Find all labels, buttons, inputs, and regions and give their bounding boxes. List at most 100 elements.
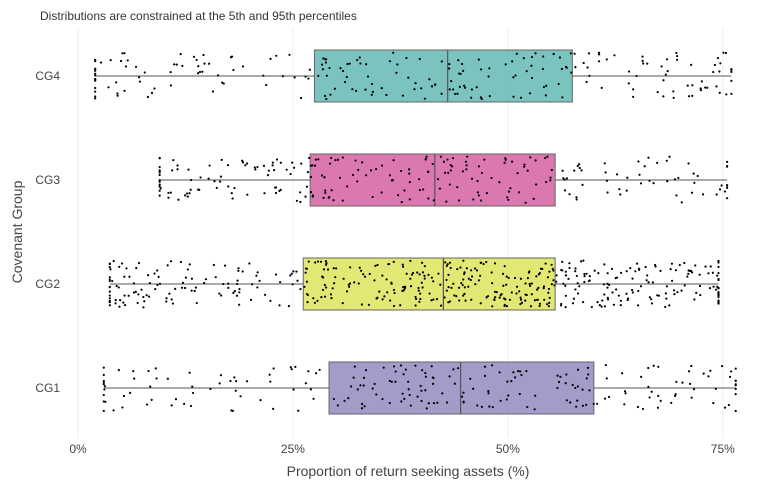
data-point [477,165,481,168]
data-point [476,191,479,194]
data-point [294,365,297,368]
data-point [515,292,518,295]
data-point [572,297,576,300]
data-point [646,62,649,65]
data-point [136,301,139,305]
data-point [231,197,234,200]
data-point [269,57,272,60]
data-point [165,297,168,300]
data-point [272,367,275,370]
data-point [222,282,225,286]
data-point [575,405,578,408]
data-point [116,92,119,95]
data-point [524,299,527,302]
data-point [296,279,299,282]
data-point [246,380,249,383]
data-point [520,373,523,377]
data-point [158,282,162,285]
data-point [574,288,577,291]
data-point [720,184,723,187]
data-point [343,80,347,84]
data-point [307,370,310,373]
data-point [730,79,733,82]
data-point [567,277,570,280]
data-point [573,52,576,55]
data-point [503,161,506,164]
data-point [534,159,537,162]
data-point [403,285,406,288]
data-point [198,70,202,74]
data-point [392,365,396,368]
data-point [176,168,179,171]
data-point [219,374,223,377]
data-point [485,260,488,264]
data-point [445,401,449,404]
data-point [467,277,470,280]
data-point [659,399,662,402]
data-point [517,191,521,194]
data-point [314,158,317,161]
data-point [491,281,494,285]
data-point [723,406,727,409]
data-point [477,58,480,61]
data-point [102,409,105,412]
data-point [425,155,428,158]
data-point [603,397,607,400]
data-point [204,278,208,281]
data-point [314,261,317,264]
data-point [332,267,335,270]
data-point [565,399,568,402]
data-point [443,296,446,299]
data-point [691,84,694,87]
data-point [672,96,675,99]
data-point [623,403,626,406]
data-point [312,297,315,300]
data-point [681,381,684,384]
data-point [181,64,184,67]
data-point [526,405,529,409]
data-point [734,379,737,382]
data-point [482,262,485,266]
data-point [546,276,550,279]
data-point [241,270,244,273]
data-point [717,261,720,264]
data-point [418,178,421,181]
data-point [675,51,678,55]
data-point [179,52,182,56]
data-point [651,281,654,284]
data-point [562,177,565,180]
data-point [726,160,729,163]
data-point [533,299,536,302]
data-point [726,165,729,168]
data-point [487,75,490,78]
data-point [625,292,628,295]
data-point [639,285,643,288]
data-point [574,267,577,270]
data-point [488,95,491,98]
data-point [525,293,528,297]
data-point [530,282,534,285]
data-point [324,58,327,61]
data-point [568,193,571,196]
data-point [639,182,643,185]
data-point [134,290,137,293]
data-point [458,85,462,88]
data-point [581,388,584,391]
data-point [564,270,567,273]
data-point [610,267,614,271]
data-point [547,305,551,308]
y-tick-label: CG1 [35,381,60,395]
data-point [236,279,239,282]
data-point [189,188,192,191]
data-point [322,276,325,279]
data-point [232,291,235,294]
data-point [267,169,270,172]
data-point [159,187,162,190]
data-point [564,294,567,297]
data-point [718,70,721,73]
data-point [717,301,720,304]
data-point [564,306,567,309]
data-point [218,180,222,183]
data-point [505,304,508,308]
data-point [652,364,655,367]
